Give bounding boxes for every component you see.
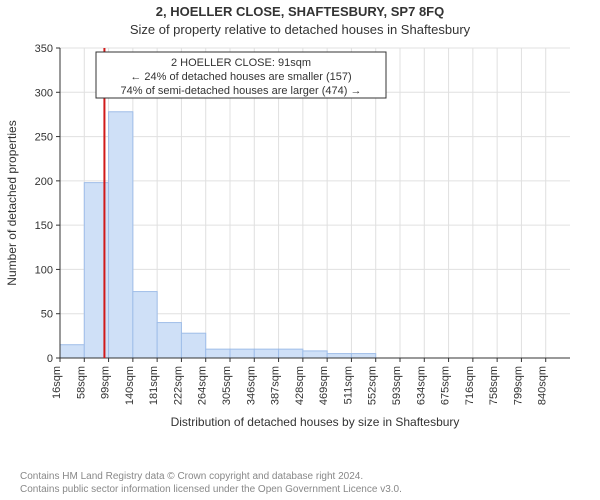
- x-tick-label: 181sqm: [148, 366, 160, 405]
- histogram-bar: [327, 354, 351, 358]
- x-tick-label: 140sqm: [124, 366, 136, 405]
- histogram-bar: [230, 349, 254, 358]
- histogram-bar: [351, 354, 375, 358]
- x-tick-label: 840sqm: [537, 366, 549, 405]
- footer-attribution: Contains HM Land Registry data © Crown c…: [20, 471, 580, 496]
- x-tick-label: 305sqm: [221, 366, 233, 405]
- x-axis-label: Distribution of detached houses by size …: [171, 415, 460, 429]
- histogram-bar: [303, 351, 327, 358]
- y-axis-label: Number of detached properties: [5, 120, 19, 285]
- x-tick-label: 634sqm: [415, 366, 427, 405]
- y-tick-label: 0: [47, 353, 53, 365]
- page-title: 2, HOELLER CLOSE, SHAFTESBURY, SP7 8FQ: [0, 4, 600, 19]
- y-tick-label: 100: [35, 264, 53, 276]
- x-tick-label: 346sqm: [245, 366, 257, 405]
- x-tick-label: 511sqm: [342, 366, 354, 404]
- x-tick-label: 58sqm: [75, 366, 87, 399]
- histogram-bar: [60, 345, 84, 358]
- annotation-line: ← 24% of detached houses are smaller (15…: [130, 71, 351, 83]
- histogram-bar: [181, 333, 205, 358]
- page-subtitle: Size of property relative to detached ho…: [0, 22, 600, 37]
- x-tick-label: 552sqm: [367, 366, 379, 405]
- x-tick-label: 799sqm: [512, 366, 524, 405]
- x-tick-label: 593sqm: [391, 366, 403, 405]
- x-tick-label: 758sqm: [488, 366, 500, 405]
- y-tick-label: 250: [35, 132, 53, 144]
- histogram-bar: [133, 292, 157, 358]
- y-tick-label: 150: [35, 220, 53, 232]
- annotation-line: 2 HOELLER CLOSE: 91sqm: [171, 57, 311, 69]
- x-tick-label: 99sqm: [100, 366, 112, 399]
- y-tick-label: 350: [35, 43, 53, 55]
- histogram-bar: [109, 112, 133, 358]
- y-tick-label: 50: [41, 309, 53, 321]
- histogram-bar: [206, 349, 230, 358]
- histogram-bar: [279, 349, 303, 358]
- x-tick-label: 387sqm: [270, 366, 282, 405]
- footer-line-1: Contains HM Land Registry data © Crown c…: [20, 471, 580, 484]
- y-tick-label: 200: [35, 176, 53, 188]
- x-tick-label: 469sqm: [318, 366, 330, 405]
- histogram-chart: 0 50 100 150 200 250 300 350 16sqm 58sqm 99sqm 140s…: [0, 40, 600, 448]
- histogram-bar: [254, 349, 278, 358]
- x-tick-label: 264sqm: [197, 366, 209, 405]
- x-tick-label: 16sqm: [51, 366, 63, 399]
- x-tick-label: 716sqm: [464, 366, 476, 405]
- x-tick-label: 675sqm: [440, 366, 452, 405]
- y-tick-label: 300: [35, 87, 53, 99]
- histogram-bar: [157, 323, 181, 358]
- x-tick-label: 428sqm: [294, 366, 306, 405]
- x-tick-label: 222sqm: [172, 366, 184, 405]
- annotation-line: 74% of semi-detached houses are larger (…: [121, 85, 362, 97]
- footer-line-2: Contains public sector information licen…: [20, 484, 580, 497]
